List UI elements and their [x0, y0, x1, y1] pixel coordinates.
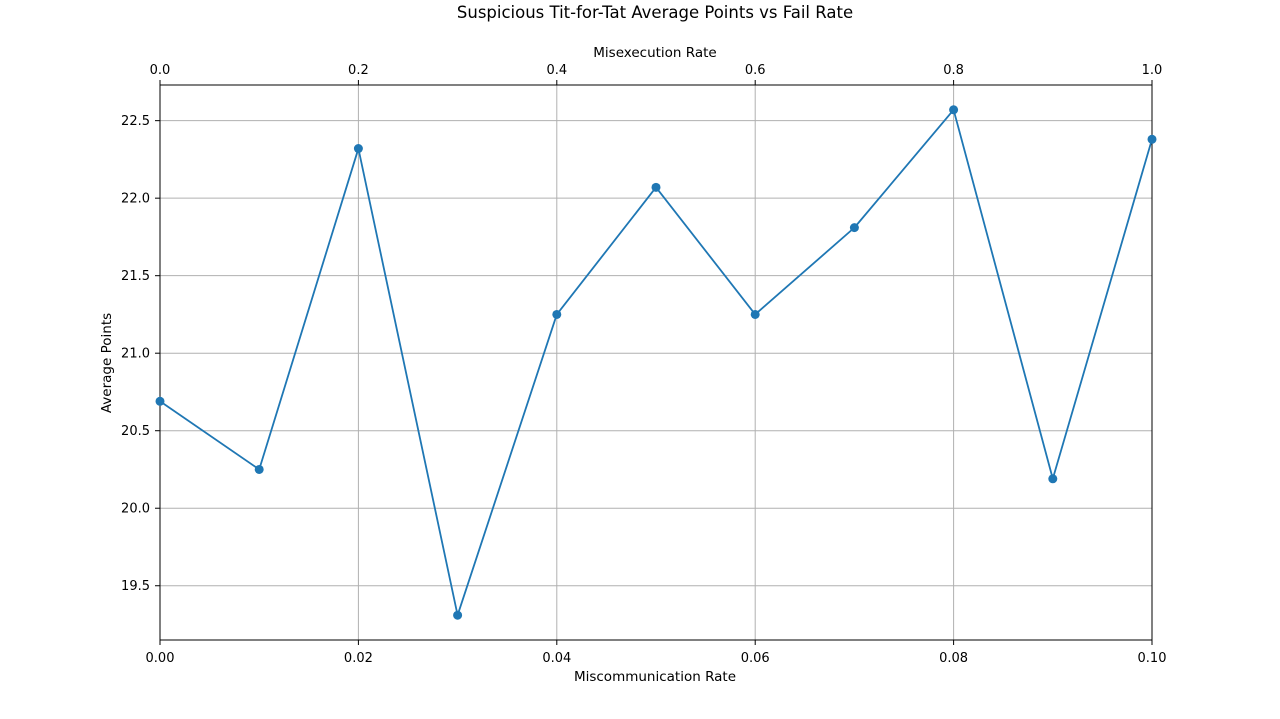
y-tick-label: 19.5	[121, 579, 150, 594]
data-point	[1147, 134, 1157, 144]
x-axis: 0.00 0.02 0.04 0.06 0.08 0.10	[146, 640, 1167, 666]
x-tick-label: 0.06	[741, 651, 770, 666]
data-point	[552, 309, 562, 319]
data-point	[353, 144, 363, 154]
plot-frame	[159, 84, 1153, 641]
x-axis-title: Miscommunication Rate	[574, 669, 736, 685]
x-tick-label: 0.04	[542, 651, 571, 666]
x2-tick-label: 0.4	[546, 63, 567, 78]
x2-tick-label: 1.0	[1142, 63, 1163, 78]
x2-tick-label: 0.8	[943, 63, 964, 78]
data-point	[254, 464, 264, 474]
data-point	[155, 396, 165, 406]
data-point	[1048, 474, 1058, 484]
series-line	[155, 105, 1157, 620]
y-axis: 19.5 20.0 20.5 21.0 21.5 22.0 22.5	[121, 114, 160, 594]
y-tick-label: 21.0	[121, 347, 150, 362]
y-tick-label: 20.5	[121, 424, 150, 439]
y-tick-label: 22.0	[121, 192, 150, 207]
y-tick-label: 22.5	[121, 114, 150, 129]
x-tick-label: 0.02	[344, 651, 373, 666]
x2-tick-label: 0.2	[348, 63, 369, 78]
x2-tick-label: 0.6	[745, 63, 766, 78]
y-tick-label: 20.0	[121, 502, 150, 517]
data-point	[949, 105, 959, 115]
secondary-x-axis: 0.0 0.2 0.4 0.6 0.8 1.0	[150, 63, 1163, 85]
y-tick-label: 21.5	[121, 269, 150, 284]
chart-title: Suspicious Tit-for-Tat Average Points vs…	[457, 3, 853, 22]
grid	[159, 85, 1153, 640]
x-tick-label: 0.10	[1138, 651, 1167, 666]
data-point	[453, 610, 463, 620]
x2-tick-label: 0.0	[150, 63, 171, 78]
data-point	[750, 309, 760, 319]
data-point	[849, 223, 859, 233]
x-tick-label: 0.00	[146, 651, 175, 666]
x2-axis-title: Misexecution Rate	[593, 45, 716, 61]
data-point	[651, 182, 661, 192]
y-axis-title: Average Points	[99, 313, 115, 413]
x-tick-label: 0.08	[939, 651, 968, 666]
